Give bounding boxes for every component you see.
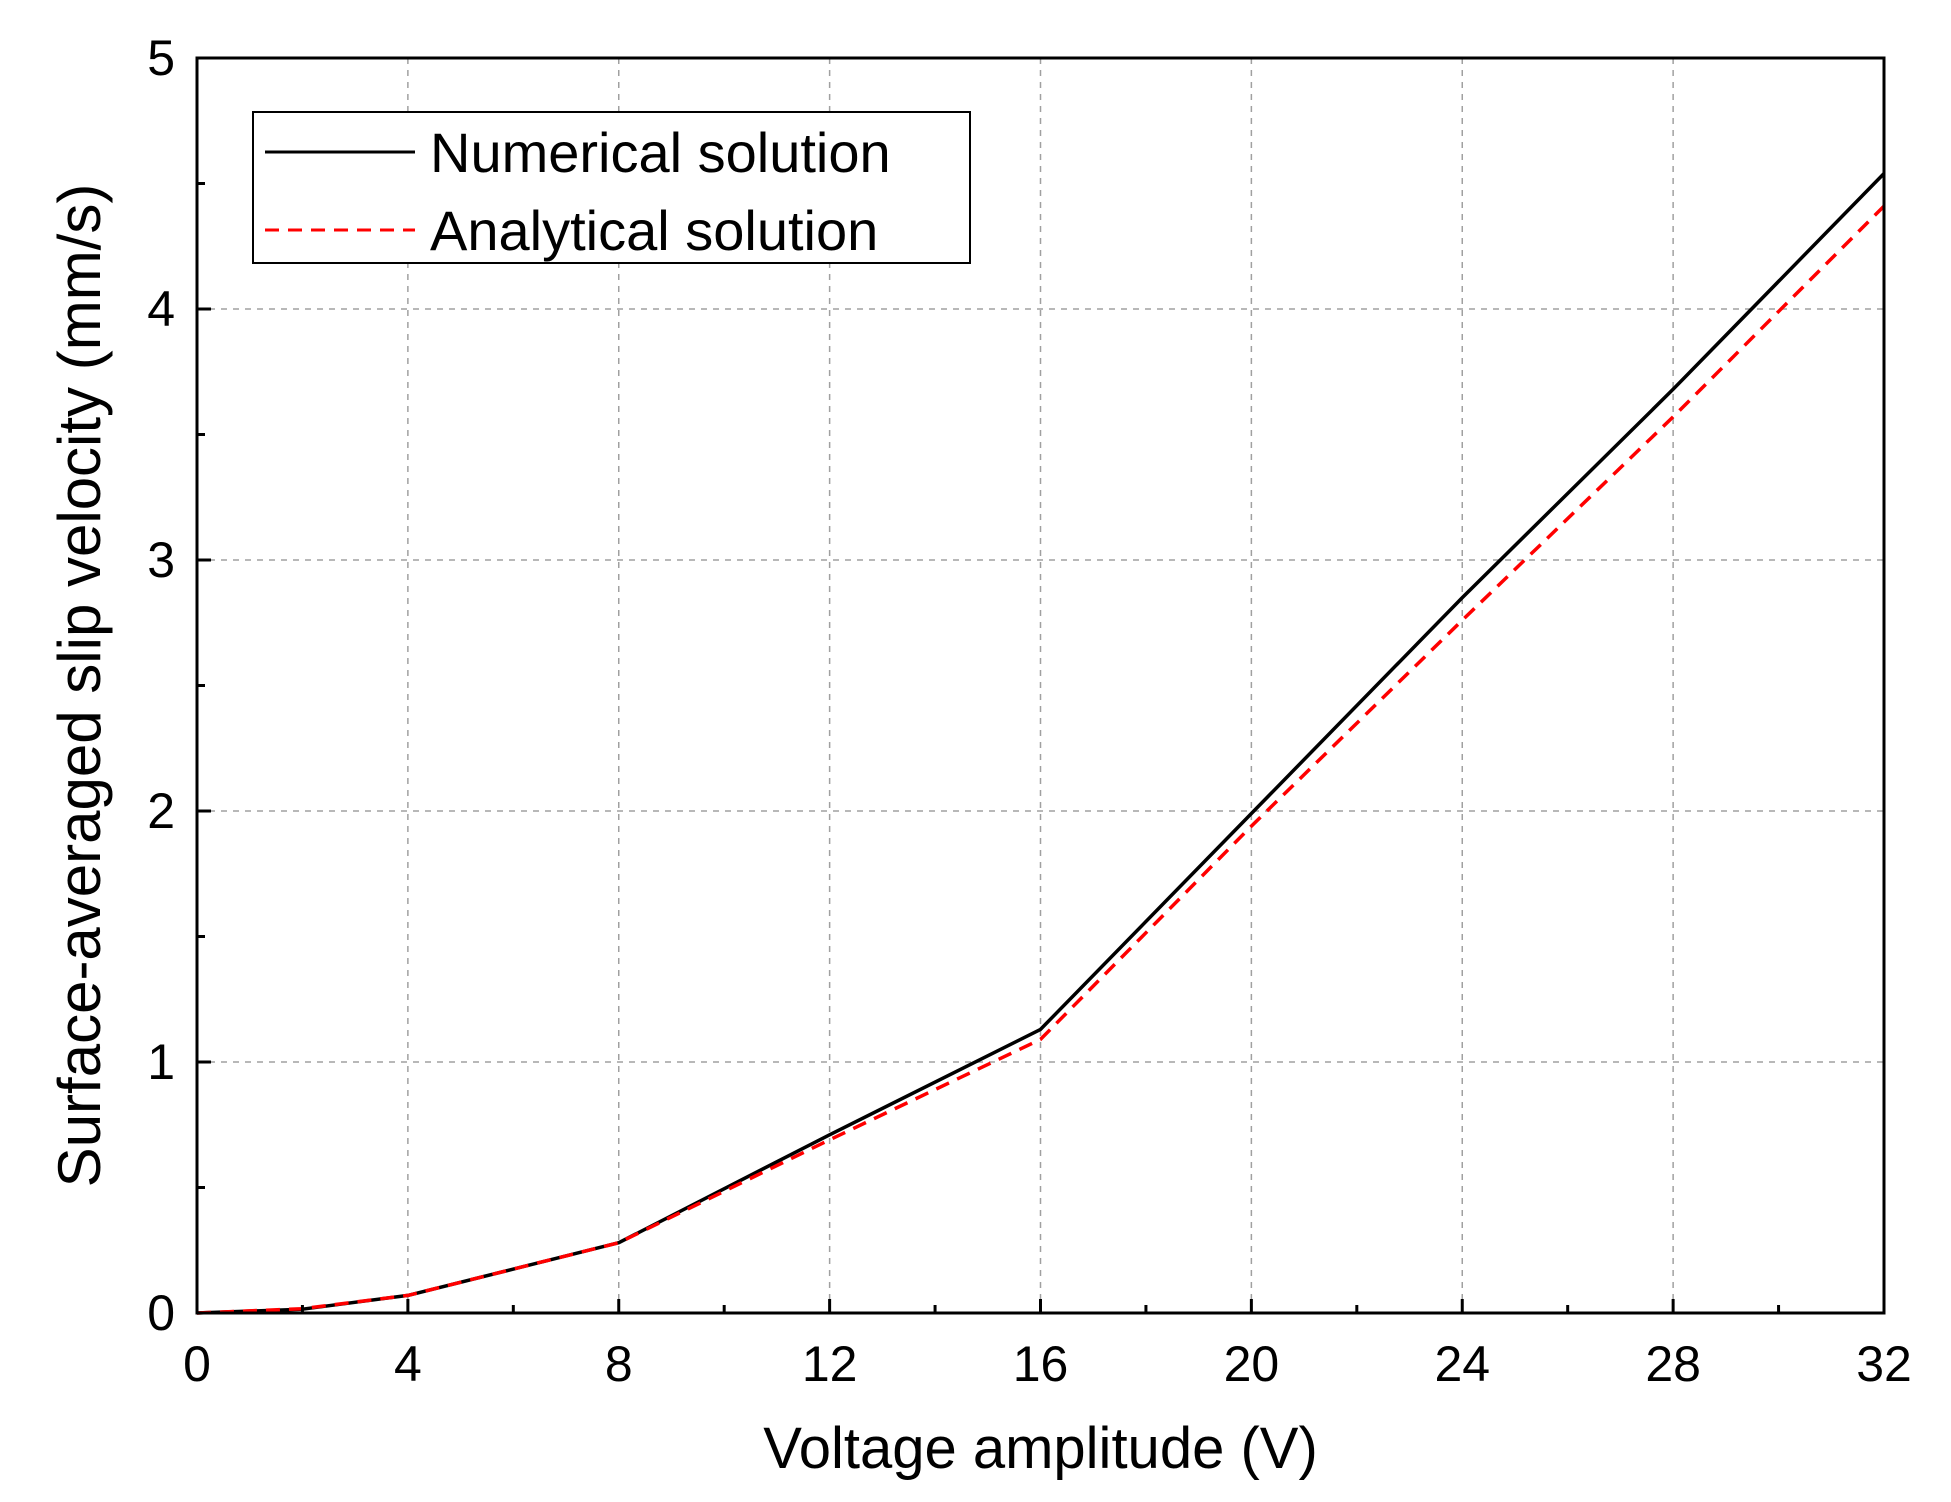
- legend-label-analytical: Analytical solution: [430, 199, 878, 262]
- x-tick-label: 20: [1224, 1336, 1280, 1392]
- x-tick-label: 0: [183, 1336, 211, 1392]
- y-tick-label: 4: [147, 281, 175, 337]
- y-tick-label: 2: [147, 783, 175, 839]
- legend-label-numerical: Numerical solution: [430, 121, 891, 184]
- y-tick-label: 3: [147, 532, 175, 588]
- series-layer: [196, 172, 1886, 1315]
- y-tick-label: 5: [147, 30, 175, 86]
- x-tick-label: 8: [605, 1336, 633, 1392]
- x-tick-label: 4: [394, 1336, 422, 1392]
- x-tick-label: 32: [1856, 1336, 1912, 1392]
- legend-box: [252, 111, 971, 264]
- x-tick-label: 12: [802, 1336, 858, 1392]
- ticks: [195, 56, 1886, 1315]
- series-line-analytical: [196, 204, 1886, 1315]
- x-tick-label: 24: [1434, 1336, 1490, 1392]
- legend: Numerical solution Analytical solution: [252, 111, 971, 264]
- x-tick-label: 16: [1013, 1336, 1069, 1392]
- y-tick-label: 1: [147, 1034, 175, 1090]
- y-tick-label: 0: [147, 1285, 175, 1341]
- y-axis-label: Surface-averaged slip velocity (mm/s): [46, 184, 113, 1188]
- x-tick-label: 28: [1645, 1336, 1701, 1392]
- series-line-numerical: [196, 172, 1886, 1315]
- x-axis-label: Voltage amplitude (V): [763, 1416, 1318, 1481]
- grid: [197, 58, 1884, 1313]
